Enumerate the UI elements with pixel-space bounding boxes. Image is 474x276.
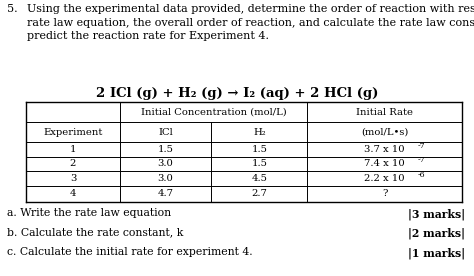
Text: 1.5: 1.5 bbox=[158, 145, 173, 154]
Text: ICl: ICl bbox=[158, 128, 173, 137]
Text: -7: -7 bbox=[418, 156, 425, 164]
Text: 1: 1 bbox=[70, 145, 76, 154]
Text: 4.7: 4.7 bbox=[158, 189, 173, 198]
Text: 5.: 5. bbox=[7, 4, 18, 14]
Text: Experiment: Experiment bbox=[43, 128, 103, 137]
Text: ?: ? bbox=[382, 189, 387, 198]
Text: Initial Concentration (mol/L): Initial Concentration (mol/L) bbox=[141, 108, 286, 117]
Text: 2.7: 2.7 bbox=[251, 189, 267, 198]
Text: a. Write the rate law equation: a. Write the rate law equation bbox=[7, 208, 171, 218]
Text: (mol/L•s): (mol/L•s) bbox=[361, 128, 409, 137]
Text: b. Calculate the rate constant, k: b. Calculate the rate constant, k bbox=[7, 228, 183, 238]
Text: |3 marks|: |3 marks| bbox=[408, 208, 465, 220]
Text: Using the experimental data provided, determine the order of reaction with respe: Using the experimental data provided, de… bbox=[27, 4, 474, 41]
Text: 3.0: 3.0 bbox=[158, 174, 173, 183]
Text: 2: 2 bbox=[70, 159, 76, 168]
Text: 1.5: 1.5 bbox=[251, 159, 267, 168]
Text: 1.5: 1.5 bbox=[251, 145, 267, 154]
Text: 3.7 x 10: 3.7 x 10 bbox=[365, 145, 405, 154]
Text: 2.2 x 10: 2.2 x 10 bbox=[365, 174, 405, 183]
Text: 4: 4 bbox=[70, 189, 76, 198]
Text: 4.5: 4.5 bbox=[251, 174, 267, 183]
Text: -7: -7 bbox=[418, 142, 425, 150]
Text: 3.0: 3.0 bbox=[158, 159, 173, 168]
Text: -6: -6 bbox=[418, 171, 425, 179]
Text: Initial Rate: Initial Rate bbox=[356, 108, 413, 117]
Text: |1 marks|: |1 marks| bbox=[408, 247, 465, 259]
Text: 3: 3 bbox=[70, 174, 76, 183]
Text: 7.4 x 10: 7.4 x 10 bbox=[365, 159, 405, 168]
Text: c. Calculate the initial rate for experiment 4.: c. Calculate the initial rate for experi… bbox=[7, 247, 253, 257]
Text: H₂: H₂ bbox=[253, 128, 266, 137]
Text: |2 marks|: |2 marks| bbox=[409, 228, 465, 239]
Text: 2 ICl (g) + H₂ (g) → I₂ (aq) + 2 HCl (g): 2 ICl (g) + H₂ (g) → I₂ (aq) + 2 HCl (g) bbox=[96, 87, 378, 100]
